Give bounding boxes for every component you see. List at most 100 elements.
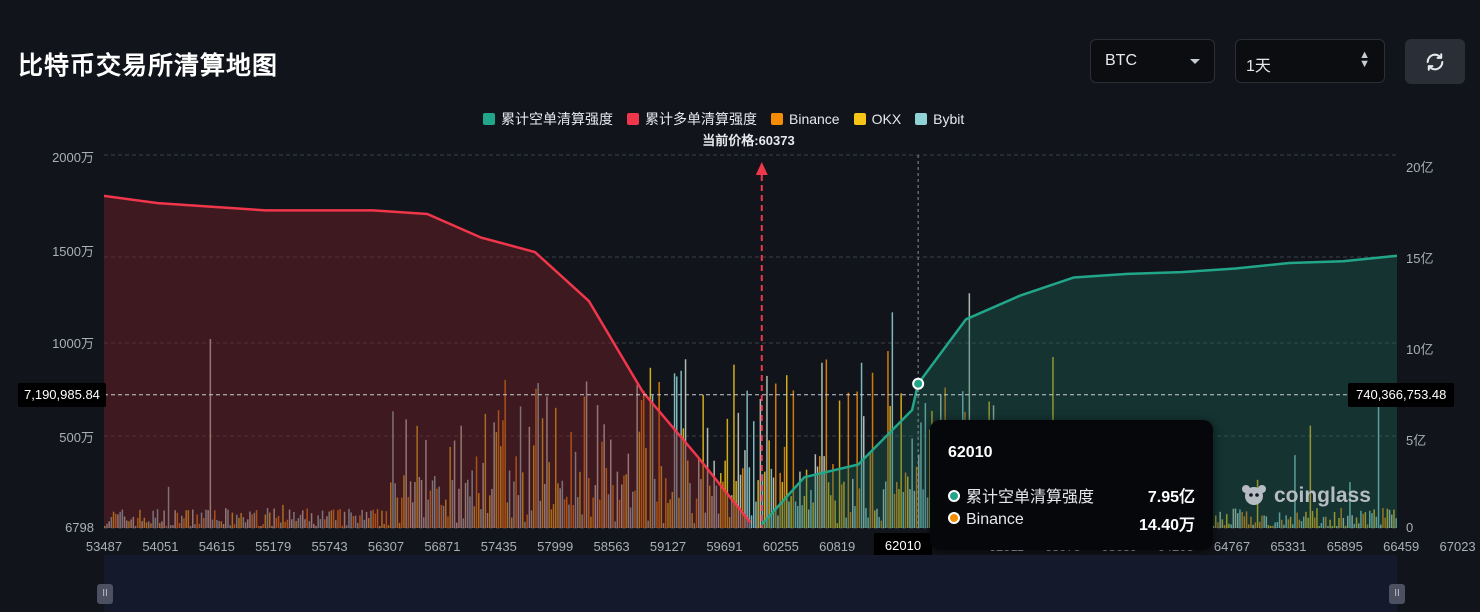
range-slider[interactable] — [104, 555, 1397, 612]
liquidation-bar — [768, 440, 770, 528]
liquidation-bar — [429, 490, 432, 528]
liquidation-bar — [649, 367, 652, 528]
liquidation-bar — [350, 512, 352, 528]
liquidation-bar — [354, 515, 357, 528]
liquidation-bar — [242, 517, 245, 528]
liquidation-bar — [1375, 516, 1378, 528]
liquidation-bar — [1349, 482, 1351, 528]
liquidation-bar — [328, 511, 330, 528]
liquidation-bar — [247, 519, 249, 528]
legend-item-bybit[interactable]: Bybit — [915, 109, 964, 129]
liquidation-bar — [227, 509, 229, 528]
refresh-icon — [1426, 53, 1444, 71]
liquidation-bar — [803, 495, 806, 528]
liquidation-bar — [1382, 508, 1384, 528]
liquidation-bar — [385, 511, 388, 528]
liquidation-bar — [682, 428, 685, 528]
liquidation-bar — [669, 499, 671, 528]
legend-item-binance[interactable]: Binance — [771, 109, 840, 129]
liquidation-bar — [161, 521, 163, 528]
liquidation-bar — [134, 526, 137, 528]
liquidation-bar — [1351, 515, 1353, 528]
liquidation-bar — [847, 392, 850, 528]
liquidation-bar — [475, 456, 478, 528]
liquidation-bar — [1384, 517, 1386, 528]
brand-text: coinglass — [1274, 484, 1371, 507]
liquidation-bar — [238, 517, 240, 528]
liquidation-bar — [1243, 516, 1246, 528]
liquidation-bar — [506, 502, 509, 528]
slider-handle-left[interactable]: II — [97, 584, 113, 604]
liquidation-bar — [401, 497, 403, 528]
liquidation-bar — [535, 388, 537, 528]
liquidation-bar — [1305, 511, 1307, 528]
liquidation-chart[interactable] — [0, 0, 1480, 560]
x-tick: 57999 — [537, 539, 574, 554]
liquidation-bar — [530, 510, 533, 528]
liquidation-bar — [269, 512, 271, 528]
liquidation-bar — [904, 472, 907, 528]
liquidation-bar — [1393, 509, 1395, 528]
liquidation-bar — [788, 501, 790, 528]
legend-item-long[interactable]: 累计多单清算强度 — [627, 109, 757, 129]
liquidation-bar — [1283, 524, 1285, 528]
liquidation-bar — [629, 507, 632, 528]
liquidation-bar — [680, 370, 682, 528]
legend-item-okx[interactable]: OKX — [853, 109, 901, 129]
liquidation-bar — [167, 486, 170, 528]
liquidation-bar — [566, 496, 568, 528]
liquidation-bar — [1228, 523, 1230, 528]
legend-item-short[interactable]: 累计空单清算强度 — [483, 109, 613, 129]
liquidation-bar — [361, 509, 363, 528]
liquidation-bar — [508, 470, 511, 528]
liquidation-bar — [445, 499, 447, 528]
liquidation-bar — [731, 495, 733, 528]
legend-swatch — [853, 113, 866, 125]
liquidation-bar — [1307, 517, 1309, 528]
liquidation-bar — [141, 521, 143, 528]
range-select[interactable]: 1天 ▲ ▼ — [1235, 39, 1385, 83]
liquidation-bar — [357, 522, 359, 528]
refresh-button[interactable] — [1405, 39, 1465, 84]
liquidation-bar — [372, 509, 374, 528]
liquidation-bar — [233, 524, 236, 528]
liquidation-bar — [673, 373, 676, 528]
liquidation-bar — [698, 457, 700, 528]
liquidation-bar — [658, 381, 660, 528]
liquidation-bar — [744, 450, 746, 528]
liquidation-bar — [332, 509, 335, 528]
liquidation-bar — [374, 513, 377, 528]
liquidation-bar — [722, 481, 724, 528]
liquidation-bar — [902, 491, 905, 528]
page-title: 比特币交易所清算地图 — [18, 52, 279, 80]
liquidation-bar — [260, 526, 262, 528]
liquidation-bar — [585, 381, 588, 528]
liquidation-bar — [814, 454, 817, 528]
liquidation-bar — [667, 502, 669, 528]
coin-select[interactable]: BTC — [1090, 39, 1215, 83]
liquidation-bar — [178, 523, 181, 528]
liquidation-bar — [1347, 515, 1349, 528]
liquidation-bar — [968, 293, 971, 528]
liquidation-bar — [282, 504, 284, 528]
liquidation-bar — [326, 516, 328, 528]
liquidation-bar — [779, 472, 781, 528]
slider-handle-right[interactable]: II — [1389, 584, 1405, 604]
liquidation-bar — [222, 524, 225, 528]
liquidation-bar — [929, 429, 931, 528]
liquidation-bar — [1265, 516, 1268, 528]
liquidation-bar — [104, 526, 106, 528]
x-tick: 58563 — [593, 539, 630, 554]
liquidation-bar — [453, 440, 456, 528]
liquidation-bar — [346, 525, 348, 528]
liquidation-bar — [1371, 513, 1373, 528]
liquidation-bar — [849, 511, 852, 528]
liquidation-bar — [907, 476, 909, 528]
liquidation-bar — [1223, 525, 1226, 528]
liquidation-bar — [471, 470, 473, 528]
liquidation-bar — [447, 516, 449, 528]
liquidation-bar — [258, 526, 260, 528]
liquidation-bar — [319, 519, 322, 528]
liquidation-bar — [1212, 526, 1215, 528]
liquidation-bar — [341, 525, 344, 528]
